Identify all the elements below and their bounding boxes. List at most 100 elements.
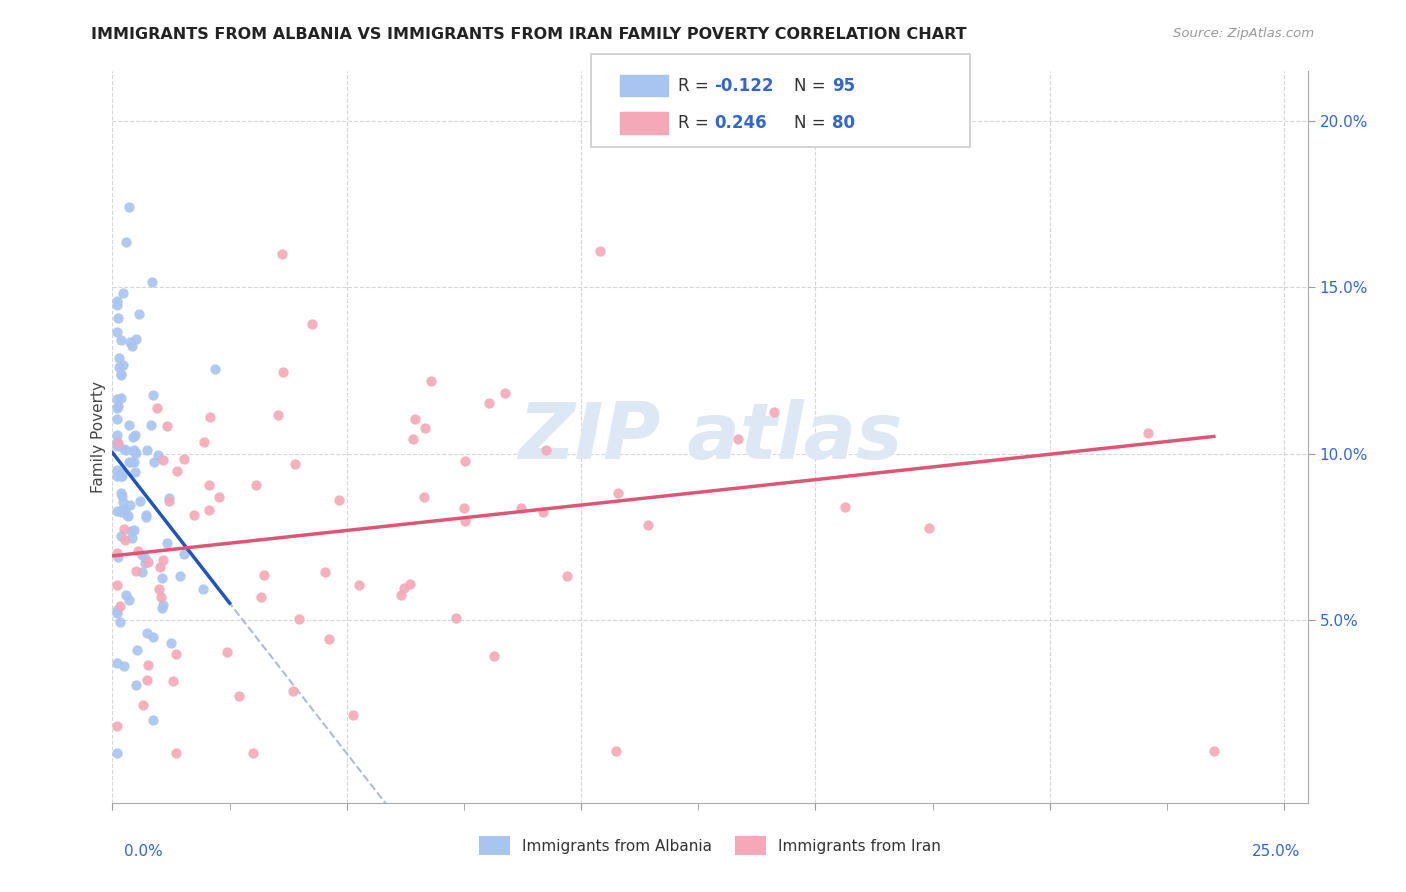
Point [204,361,226,376]
Point [112,494,135,508]
Point [105,401,128,416]
Point [110,468,132,483]
Point [165,647,187,661]
Point [127,642,149,657]
Point [392,581,415,595]
Point [531,505,554,519]
Text: N =: N = [794,114,831,132]
Point [111,503,134,517]
Point [112,522,135,536]
Point [834,500,856,514]
Point [124,333,146,347]
Point [328,493,350,508]
Point [589,244,612,258]
Point [111,358,134,372]
Point [149,560,172,574]
Point [193,434,215,449]
Text: 25.0%: 25.0% [1253,845,1301,859]
Point [135,508,157,522]
Text: R =: R = [678,77,714,95]
Text: -0.122: -0.122 [714,77,773,95]
Point [399,577,422,591]
Point [478,396,501,410]
Point [152,598,174,612]
Point [510,500,533,515]
Point [141,276,163,290]
Point [125,678,148,692]
Point [245,477,267,491]
Point [136,555,159,569]
Point [301,317,323,331]
Text: R =: R = [678,114,714,132]
Point [105,469,128,483]
Point [112,658,135,673]
Text: 0.246: 0.246 [714,114,766,132]
Point [165,746,187,760]
Point [107,400,129,414]
Point [142,455,165,469]
Point [105,428,128,442]
Point [105,392,128,407]
Point [132,698,155,713]
Point [534,442,557,457]
Point [215,644,238,658]
Point [250,591,273,605]
Point [118,417,141,432]
Point [105,606,128,620]
Point [242,746,264,760]
Point [122,443,145,458]
Point [270,247,292,261]
Point [155,418,177,433]
Point [136,625,159,640]
Point [107,311,129,326]
Point [134,551,156,566]
Text: Source: ZipAtlas.com: Source: ZipAtlas.com [1174,27,1315,40]
Point [118,455,141,469]
Point [271,365,294,379]
Point [413,420,436,434]
Point [105,578,128,592]
Point [114,235,136,249]
Point [114,442,136,457]
Point [110,334,132,348]
Point [917,521,939,535]
Point [142,388,165,402]
Point [122,445,145,459]
Point [727,432,749,446]
Point [124,427,146,442]
Point [148,582,170,597]
Point [118,200,141,214]
Point [114,503,136,517]
Point [115,508,138,523]
Point [606,486,628,500]
Point [139,417,162,432]
Point [105,546,128,560]
Point [120,334,142,349]
Point [389,588,412,602]
Point [128,494,150,508]
Point [136,673,159,687]
Point [314,565,336,579]
Point [142,714,165,728]
Point [111,286,134,301]
Point [136,443,159,458]
Point [555,569,578,583]
Point [146,448,169,462]
Point [198,503,221,517]
Point [1202,744,1225,758]
Point [118,498,141,512]
Point [281,684,304,698]
Point [342,707,364,722]
Text: ZIP atlas: ZIP atlas [517,399,903,475]
Point [1137,426,1160,441]
Point [108,360,131,375]
Point [124,523,146,537]
Text: 80: 80 [832,114,855,132]
Point [105,437,128,451]
Point [125,446,148,460]
Point [105,657,128,671]
Point [127,544,149,558]
Text: 95: 95 [832,77,855,95]
Point [131,565,153,579]
Text: IMMIGRANTS FROM ALBANIA VS IMMIGRANTS FROM IRAN FAMILY POVERTY CORRELATION CHART: IMMIGRANTS FROM ALBANIA VS IMMIGRANTS FR… [91,27,967,42]
